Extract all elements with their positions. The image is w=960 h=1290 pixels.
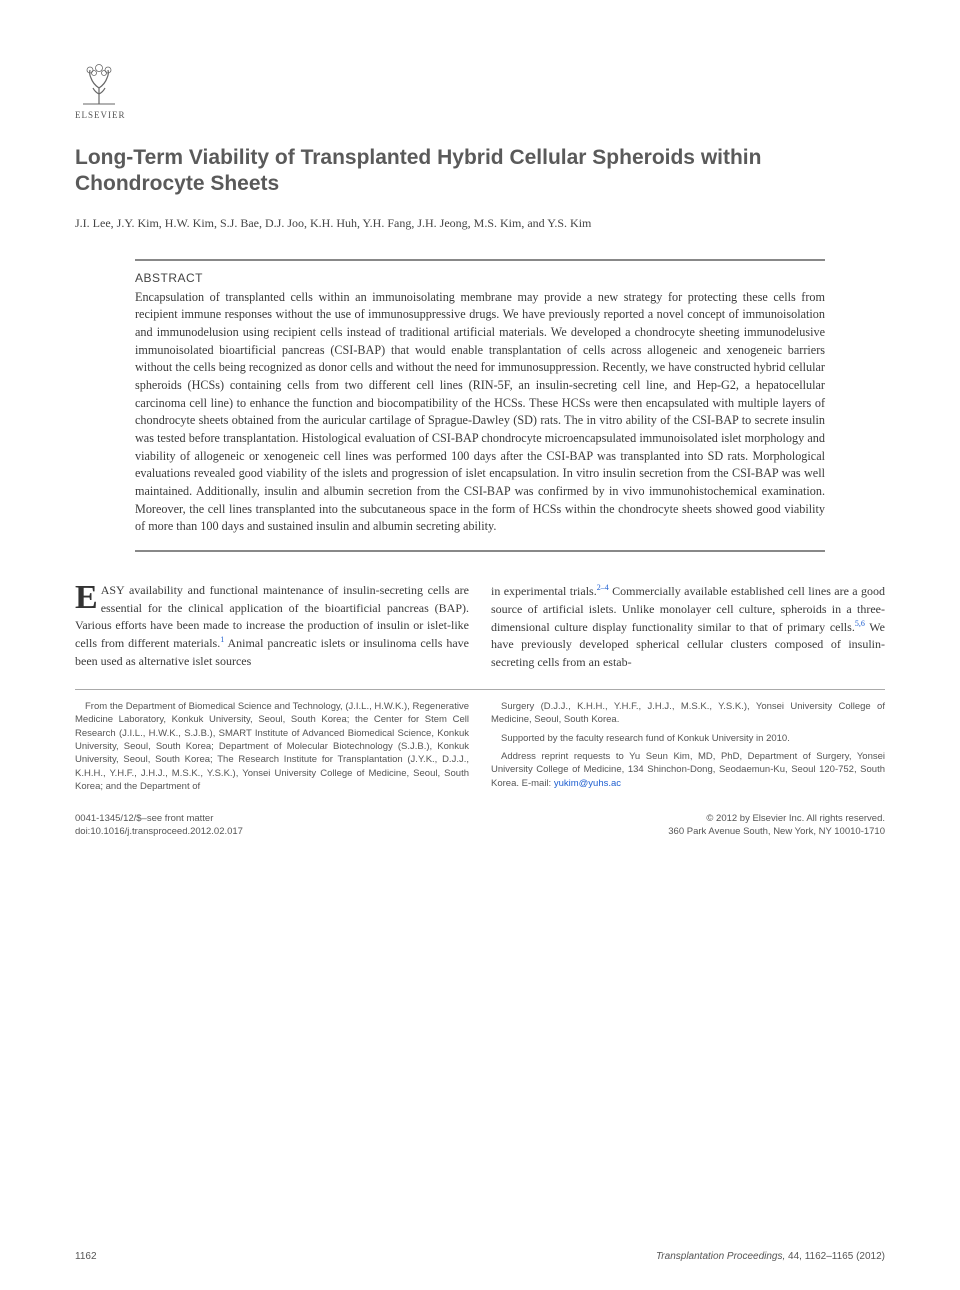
affil-left-text: From the Department of Biomedical Scienc…	[75, 700, 469, 793]
abstract-block: ABSTRACT Encapsulation of transplanted c…	[135, 259, 825, 553]
doi: doi:10.1016/j.transproceed.2012.02.017	[75, 825, 469, 838]
authors-line: J.I. Lee, J.Y. Kim, H.W. Kim, S.J. Bae, …	[75, 216, 885, 231]
publisher-address: 360 Park Avenue South, New York, NY 1001…	[491, 825, 885, 838]
article-title: Long-Term Viability of Transplanted Hybr…	[75, 145, 885, 198]
elsevier-tree-icon	[75, 60, 123, 108]
citation-volume: 44, 1162–1165 (2012)	[785, 1251, 885, 1262]
front-matter-code: 0041-1345/12/$–see front matter	[75, 812, 469, 825]
footer-info-right: © 2012 by Elsevier Inc. All rights reser…	[491, 812, 885, 839]
affil-right-p3: Address reprint requests to Yu Seun Kim,…	[491, 750, 885, 790]
footer-info-block: 0041-1345/12/$–see front matter doi:10.1…	[75, 812, 885, 839]
affil-reprint-text: Address reprint requests to Yu Seun Kim,…	[491, 751, 885, 789]
affil-right-p1: Surgery (D.J.J., K.H.H., Y.H.F., J.H.J.,…	[491, 700, 885, 727]
page-number: 1162	[75, 1251, 97, 1262]
body-col-right: in experimental trials.2–4 Commercially …	[491, 582, 885, 671]
affil-col-left: From the Department of Biomedical Scienc…	[75, 700, 469, 798]
publisher-name: ELSEVIER	[75, 110, 885, 120]
ref-marker[interactable]: 5,6	[855, 619, 865, 628]
affil-right-p2: Supported by the faculty research fund o…	[491, 732, 885, 745]
publisher-logo: ELSEVIER	[75, 60, 885, 120]
abstract-text: Encapsulation of transplanted cells with…	[135, 289, 825, 537]
abstract-heading: ABSTRACT	[135, 271, 825, 285]
dropcap: E	[75, 582, 101, 612]
page-footer: 1162 Transplantation Proceedings, 44, 11…	[75, 1251, 885, 1262]
ref-marker[interactable]: 2–4	[597, 583, 609, 592]
corresponding-email[interactable]: yukim@yuhs.ac	[554, 778, 621, 789]
affil-col-right: Surgery (D.J.J., K.H.H., Y.H.F., J.H.J.,…	[491, 700, 885, 798]
journal-citation: Transplantation Proceedings, 44, 1162–11…	[656, 1251, 885, 1262]
body-col-left: EASY availability and functional mainten…	[75, 582, 469, 671]
affiliations-block: From the Department of Biomedical Scienc…	[75, 689, 885, 798]
journal-name: Transplantation Proceedings,	[656, 1251, 785, 1262]
body-right-text1: in experimental trials.	[491, 584, 597, 598]
footer-info-left: 0041-1345/12/$–see front matter doi:10.1…	[75, 812, 469, 839]
body-columns: EASY availability and functional mainten…	[75, 582, 885, 671]
copyright: © 2012 by Elsevier Inc. All rights reser…	[491, 812, 885, 825]
